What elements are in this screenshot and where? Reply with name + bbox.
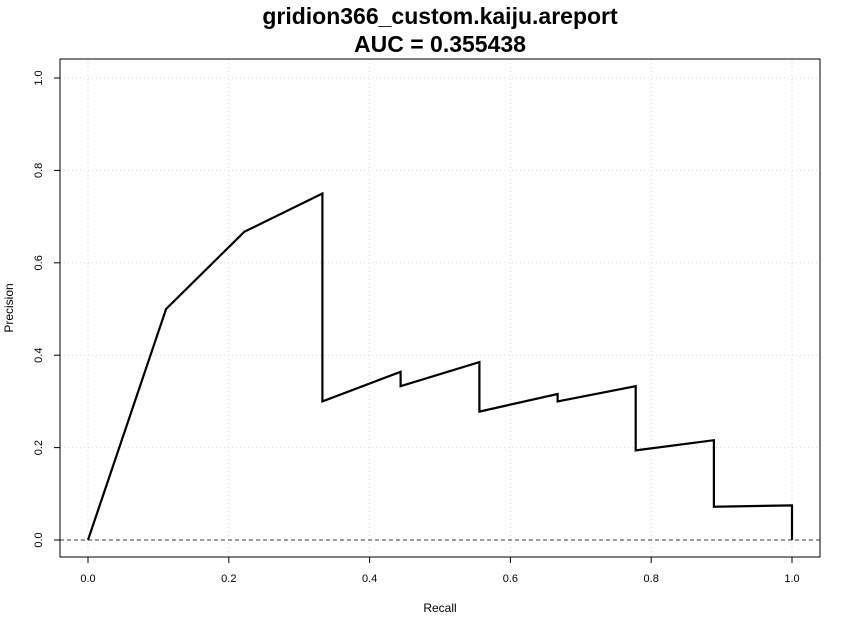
x-tick-label: 0.4 <box>362 573 377 585</box>
plot-frame <box>59 58 821 558</box>
y-axis-label: Precision <box>2 283 16 332</box>
chart-title: gridion366_custom.kaiju.areport <box>262 3 618 29</box>
x-tick-label: 0.0 <box>80 573 95 585</box>
y-tick-label: 1.0 <box>33 70 45 85</box>
x-tick-label: 0.2 <box>221 573 236 585</box>
x-axis-label: Recall <box>423 601 456 615</box>
x-tick-label: 0.6 <box>503 573 518 585</box>
x-axis: 0.0 0.2 0.4 0.6 0.8 1.0 <box>80 556 800 585</box>
chart-subtitle: AUC = 0.355438 <box>354 31 526 57</box>
y-tick-label: 0.4 <box>33 348 45 363</box>
series-layer <box>86 191 794 541</box>
grid <box>60 59 820 557</box>
x-tick-label: 1.0 <box>784 573 799 585</box>
precision-recall-line <box>86 191 794 541</box>
y-tick-label: 0.8 <box>33 163 45 178</box>
y-tick-label: 0.0 <box>33 532 45 547</box>
y-tick-label: 0.2 <box>33 440 45 455</box>
x-tick-label: 0.8 <box>644 573 659 585</box>
y-tick-label: 0.6 <box>33 255 45 270</box>
y-axis: 0.0 0.2 0.4 0.6 0.8 1.0 <box>33 70 61 548</box>
